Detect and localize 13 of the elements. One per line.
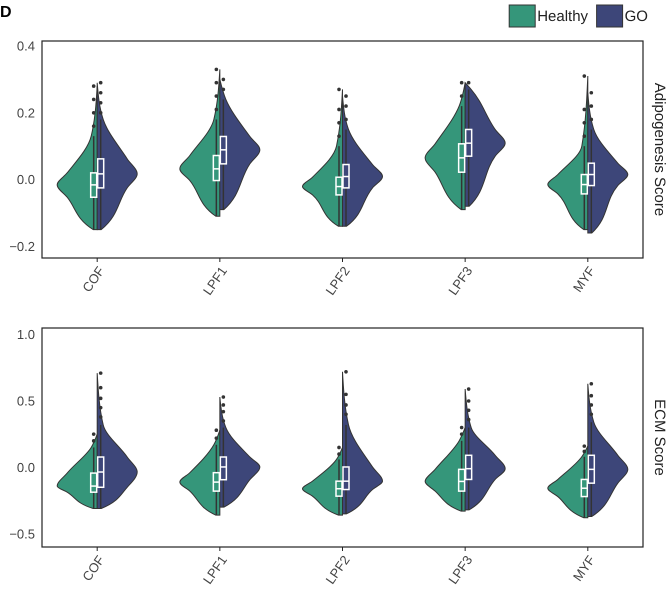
- y-axis-title: Adipogenesis Score: [651, 82, 668, 216]
- y-tick-label: 1.0: [16, 327, 35, 342]
- y-tick-label: 0.4: [16, 38, 35, 54]
- y-tick-label: 0.5: [16, 394, 35, 409]
- y-tick-label: −0.5: [9, 526, 35, 542]
- y-tick-label: −0.2: [9, 238, 35, 254]
- text: D: [0, 4, 12, 21]
- y-tick-label: 0.0: [16, 460, 35, 475]
- y-tick-label: 0.2: [16, 105, 35, 120]
- y-tick-label: 0.0: [16, 172, 35, 188]
- legend-label: GO: [624, 8, 648, 25]
- y-axis-title: ECM Score: [651, 399, 668, 476]
- legend-label: Healthy: [537, 8, 589, 25]
